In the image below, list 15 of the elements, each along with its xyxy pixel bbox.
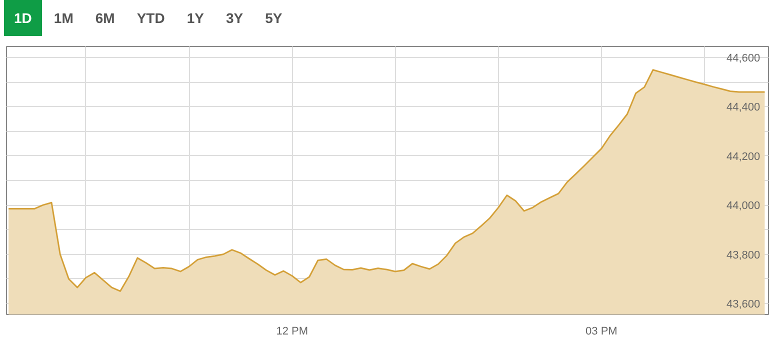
y-tick-label: 44,400 <box>726 102 760 114</box>
text: YTD <box>136 9 166 28</box>
x-tick-label: 12 PM <box>276 326 308 338</box>
text: 1M <box>52 9 74 28</box>
y-tick-label: 43,600 <box>726 298 760 310</box>
text: 3Y <box>224 9 244 28</box>
y-tick-label: 43,800 <box>726 249 760 262</box>
y-tick-label: 44,600 <box>726 52 760 65</box>
y-tick-label: 44,200 <box>726 150 760 163</box>
text: 6M <box>94 9 116 28</box>
x-tick-label: 03 PM <box>586 326 618 338</box>
text: 1D <box>4 0 42 36</box>
text: 5Y <box>264 9 284 28</box>
text: 1Y <box>186 9 205 28</box>
y-tick-label: 44,000 <box>726 200 760 212</box>
